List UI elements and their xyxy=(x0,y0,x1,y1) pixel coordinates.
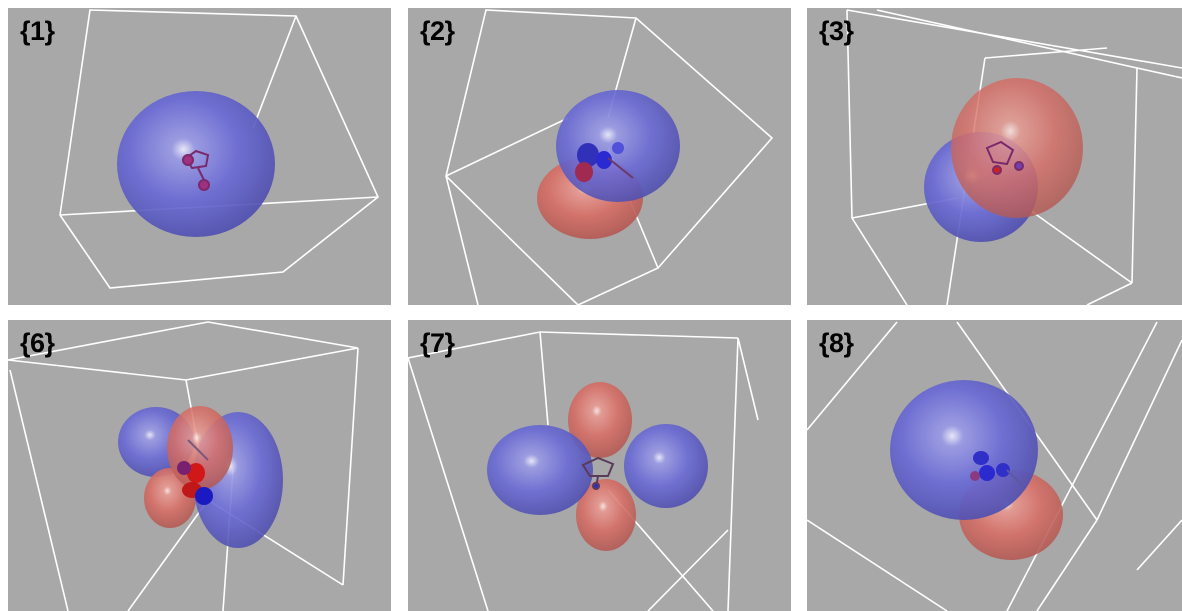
bounding-box-wireframe xyxy=(408,331,759,611)
molecule-structure xyxy=(575,142,634,182)
panel-label: {6} xyxy=(20,328,55,358)
panel-label: {8} xyxy=(819,328,854,358)
isosurface-lobes xyxy=(487,382,708,551)
molecule-structure xyxy=(581,456,615,490)
isosurface-lobes xyxy=(924,78,1083,242)
orbital-render-1 xyxy=(59,9,379,289)
molecule-structure xyxy=(970,451,1023,486)
orbital-render-7 xyxy=(408,331,759,611)
molecule-structure xyxy=(177,439,213,505)
panel-label: {7} xyxy=(420,328,455,358)
orbital-panel-7: {7} xyxy=(408,320,791,611)
molecule-structure xyxy=(985,140,1024,175)
isosurface-lobes xyxy=(117,91,275,237)
orbital-panel-6: {6} xyxy=(8,320,391,611)
orbital-panel-2: {2} xyxy=(408,8,791,305)
panel-label: {3} xyxy=(819,16,854,46)
orbital-render-6 xyxy=(8,321,359,611)
panel-label: {1} xyxy=(20,16,55,46)
panel-label: {2} xyxy=(420,16,455,46)
orbital-render-3 xyxy=(846,9,1182,305)
orbital-render-2 xyxy=(445,9,774,305)
isosurface-lobes xyxy=(890,380,1063,560)
isosurface-lobes xyxy=(118,406,283,548)
molecule-structure xyxy=(182,149,210,191)
orbital-render-8 xyxy=(807,321,1182,611)
orbital-panel-8: {8} xyxy=(807,320,1182,611)
orbital-panel-3: {3} xyxy=(807,8,1182,305)
orbital-panel-1: {1} xyxy=(8,8,391,305)
